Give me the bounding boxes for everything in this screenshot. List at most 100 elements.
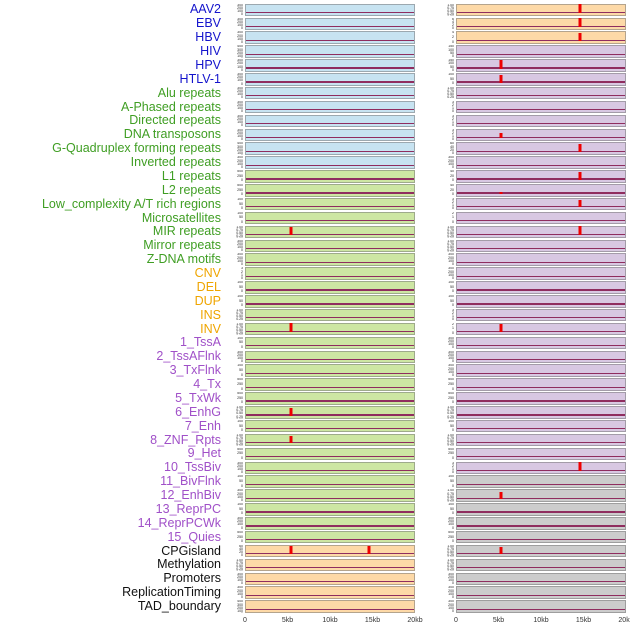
- signal-baseline: [457, 386, 625, 388]
- y-tick-label: 100: [237, 53, 243, 58]
- y-tick-label: 100: [448, 475, 454, 479]
- y-tick-label: 0: [241, 289, 243, 294]
- left-panel: [245, 239, 415, 252]
- feature-row: DUP 100 50 0 100 50 0: [0, 294, 630, 308]
- y-tick-label: 0: [241, 386, 243, 391]
- y-tick-label: 0.25: [447, 497, 454, 502]
- y-tick-label: 100: [448, 503, 454, 507]
- signal-baseline: [246, 331, 414, 333]
- y-tick-label: 3: [452, 128, 454, 132]
- row-label: 9_Het: [187, 447, 221, 461]
- row-label: DNA transposons: [123, 128, 221, 142]
- y-tick-label: 200: [237, 352, 243, 357]
- y-tick-label: 50: [450, 506, 454, 511]
- row-label: G-Quadruplex forming repeats: [52, 142, 221, 156]
- y-tick-label: 300: [237, 3, 243, 7]
- y-tick-label: 300: [448, 350, 454, 354]
- feature-row: G-Quadruplex forming repeats 400 300 200 10…: [0, 142, 630, 156]
- feature-row: Promoters 300 200 100 0 300 200 100 0: [0, 572, 630, 586]
- y-tick-label: 50: [450, 50, 454, 55]
- feature-row: MIR repeats 1.000.750.500.250.00 1.000.7…: [0, 225, 630, 239]
- x-tick-label: 5kb: [492, 616, 505, 624]
- feature-row: 1_TssA 100 50 0 300 200 100 0: [0, 336, 630, 350]
- y-tick-label: 250: [237, 173, 243, 178]
- y-tick-label: 100: [237, 92, 243, 97]
- left-panel: [245, 558, 415, 572]
- right-panel: [456, 336, 626, 350]
- y-tick-label: 500: [237, 378, 243, 382]
- right-panel: [456, 322, 626, 336]
- y-tick-label: 100: [237, 22, 243, 27]
- y-tick-label: 0.75: [447, 436, 454, 440]
- y-tick-label: 0: [452, 400, 454, 405]
- y-tick-label: 50: [450, 284, 454, 289]
- signal-spike: [578, 18, 582, 27]
- right-panel: [456, 419, 626, 433]
- y-tick-label: 200: [448, 574, 454, 579]
- y-tick-label: 2: [452, 211, 454, 215]
- y-tick-label: 0.50: [447, 564, 454, 569]
- signal-baseline: [457, 553, 625, 555]
- y-tick-label: 0: [452, 261, 454, 266]
- signal-baseline: [246, 566, 414, 569]
- y-tick-label: 1.00: [236, 433, 243, 437]
- row-label: HTLV-1: [179, 72, 221, 86]
- y-tick-label: 1: [452, 326, 454, 331]
- y-tick-label: 100: [448, 419, 454, 423]
- row-label: ReplicationTiming: [122, 586, 221, 600]
- signal-baseline: [457, 67, 625, 69]
- y-tick-label: 1: [452, 133, 454, 138]
- y-tick-label: 300: [448, 600, 454, 604]
- signal-baseline: [246, 192, 414, 194]
- y-tick-label: 200: [448, 602, 454, 607]
- left-y-axis-ticks: 100 50 0: [227, 503, 245, 515]
- row-label: Low_complexity A/T rich regions: [41, 197, 221, 211]
- y-tick-label: 100: [448, 369, 454, 374]
- y-tick-label: 250: [448, 451, 454, 456]
- right-panel: [456, 239, 626, 252]
- right-y-axis-ticks: 150 100 50 0: [415, 59, 456, 71]
- right-y-axis-ticks: 1.000.750.500.250.00: [415, 87, 456, 99]
- signal-baseline: [457, 428, 625, 430]
- right-y-axis-ticks: 500 250 0: [415, 378, 456, 390]
- y-tick-label: 50: [239, 479, 243, 484]
- right-y-axis-ticks: 300 200 100 0: [415, 586, 456, 598]
- left-panel: [245, 73, 415, 86]
- right-y-axis-ticks: 100 50 0: [415, 295, 456, 307]
- right-y-axis-ticks: 100 50 0: [415, 420, 456, 432]
- y-tick-label: 100: [237, 364, 243, 368]
- right-panel: [456, 489, 626, 502]
- y-tick-label: 0: [241, 359, 243, 363]
- right-y-axis-ticks: 1.000.750.500.250.00: [415, 406, 456, 418]
- right-panel: [456, 197, 626, 211]
- y-tick-label: 2: [241, 269, 243, 274]
- y-tick-label: 0: [241, 428, 243, 433]
- y-tick-label: 200: [237, 588, 243, 593]
- right-y-axis-ticks: 100 50 0: [415, 281, 456, 293]
- y-tick-label: 250: [448, 534, 454, 539]
- signal-baseline: [457, 344, 625, 347]
- feature-row: 7_Enh 100 50 0 100 50 0: [0, 419, 630, 433]
- x-axis: 0 5kb 10kb 15kb 20kb 0 5kb 10kb 15kb 20kb: [0, 616, 630, 628]
- right-panel: [456, 156, 626, 169]
- left-y-axis-ticks: 500 250 0: [227, 392, 245, 404]
- left-panel: [245, 59, 415, 72]
- feature-row: 3_TxFlnk 100 50 0 300 200 100 0: [0, 364, 630, 378]
- y-tick-label: 0.25: [447, 95, 454, 100]
- signal-baseline: [246, 428, 414, 430]
- y-tick-label: 200: [237, 605, 243, 610]
- right-y-axis-ticks: 300 200 100 0: [415, 364, 456, 376]
- y-tick-label: 0.25: [236, 317, 243, 322]
- y-tick-label: 0.75: [447, 547, 454, 551]
- right-y-axis-ticks: 500 250 0: [415, 448, 456, 460]
- left-panel: [245, 142, 415, 155]
- right-panel: [456, 267, 626, 280]
- right-panel: [456, 114, 626, 128]
